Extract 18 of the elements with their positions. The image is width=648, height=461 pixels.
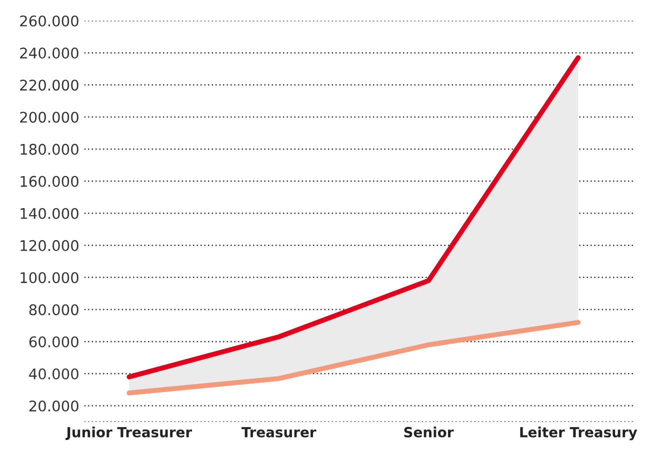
y-tick-label: 120.000 <box>20 240 78 252</box>
y-tick-label: 240.000 <box>20 48 78 59</box>
x-tick-label: Junior Treasurer <box>65 426 192 440</box>
line-series <box>126 320 581 396</box>
y-tick-label: 160.000 <box>20 176 78 187</box>
y-tick-label: 200.000 <box>20 112 78 123</box>
y-tick-label: 20.000 <box>29 400 78 412</box>
y-tick-label: 220.000 <box>20 80 78 91</box>
y-tick-label: 100.000 <box>20 272 78 284</box>
y-tick-label: 260.000 <box>20 15 78 26</box>
x-tick-label: Senior <box>404 426 454 438</box>
y-tick-label: 140.000 <box>20 208 78 220</box>
x-tick-label: Treasurer <box>241 427 316 438</box>
y-tick-label: 80.000 <box>29 304 78 316</box>
x-tick-label: Leiter Treasury <box>520 426 638 440</box>
y-tick-label: 180.000 <box>20 144 78 155</box>
y-tick-label: 60.000 <box>29 336 78 348</box>
y-tick-label: 40.000 <box>29 368 78 380</box>
